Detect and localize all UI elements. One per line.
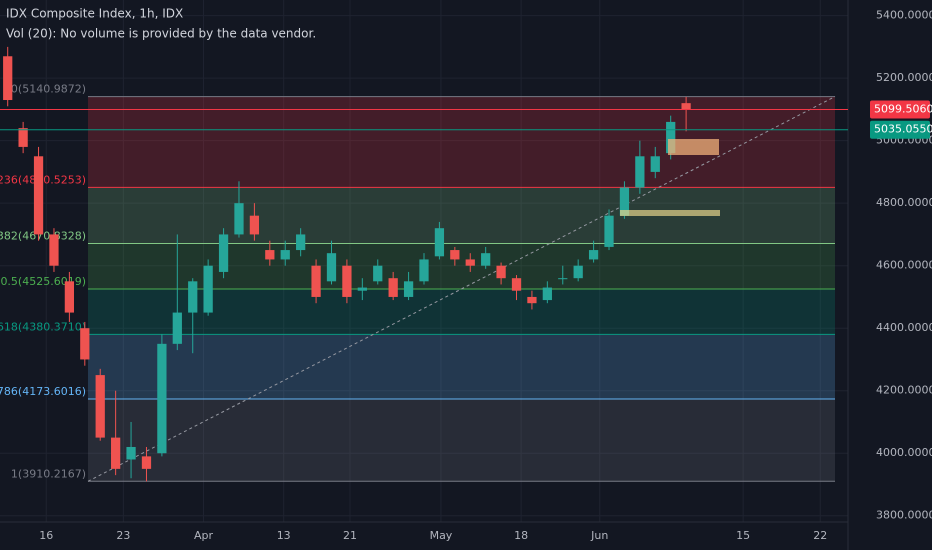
fib-zone	[88, 398, 835, 482]
candle-body	[511, 278, 522, 291]
candle-body	[111, 437, 121, 469]
candle-body	[172, 312, 182, 344]
candle-body	[296, 234, 306, 251]
x-tick-label: Apr	[194, 529, 214, 542]
candle-body	[619, 187, 630, 216]
candle-body	[388, 278, 398, 297]
candle-body	[527, 296, 537, 304]
candle-body	[49, 234, 59, 266]
candle-body	[450, 250, 460, 260]
grid	[0, 0, 848, 522]
fib-label: 0(5140.9872)	[11, 83, 86, 96]
fib-label: 0.786(4173.6016)	[0, 385, 86, 398]
price-label: 5035.0550	[874, 123, 932, 136]
candle-body	[33, 156, 44, 235]
candle-body	[403, 281, 414, 297]
x-tick-label: 13	[277, 529, 291, 542]
fib-label: 0.382(4670.8328)	[0, 230, 86, 243]
y-tick-label: 4800.0000	[876, 196, 932, 209]
x-tick-label: 23	[116, 529, 130, 542]
fib-label: 0.5(4525.6019)	[0, 275, 86, 288]
candle-body	[635, 156, 645, 188]
chart-title: IDX Composite Index, 1h, IDX	[6, 7, 183, 21]
fib-zone	[88, 243, 835, 289]
candle-body	[311, 265, 321, 297]
candle-body	[542, 287, 552, 301]
fib-zone	[88, 288, 835, 335]
candle-body	[203, 265, 213, 313]
candle-body	[126, 446, 136, 460]
fib-zone	[88, 187, 835, 244]
x-tick-label: 21	[343, 529, 357, 542]
candle-body	[604, 215, 614, 247]
candles	[3, 46, 691, 482]
fib-trend-line	[87, 96, 836, 482]
y-tick-label: 3800.0000	[876, 509, 932, 522]
fib-zone	[88, 334, 835, 399]
candle-body	[342, 265, 352, 297]
x-tick-label: Jun	[590, 529, 608, 542]
candle-body	[280, 250, 290, 260]
x-tick-label: 22	[813, 529, 827, 542]
candle-body	[465, 259, 475, 266]
candle-body	[666, 121, 676, 154]
candle-body	[95, 375, 105, 438]
candle-body	[588, 250, 599, 260]
chart-subtitle: Vol (20): No volume is provided by the d…	[6, 27, 316, 41]
highlight-box	[620, 210, 720, 216]
y-tick-label: 4400.0000	[876, 321, 932, 334]
y-tick-label: 5200.0000	[876, 71, 932, 84]
y-tick-label: 4000.0000	[876, 446, 932, 459]
candle-body	[249, 215, 260, 235]
candle-body	[326, 253, 337, 282]
fib-zone	[88, 96, 835, 188]
candle-body	[218, 234, 229, 272]
candle-body	[157, 343, 167, 454]
candle-body	[188, 281, 198, 313]
candle-body	[373, 265, 383, 282]
candle-body	[141, 456, 152, 469]
x-tick-label: May	[430, 529, 453, 542]
candle-body	[573, 265, 583, 279]
candle-body	[434, 228, 445, 257]
candle-body	[80, 328, 90, 360]
candle-body	[265, 250, 275, 260]
candle-body	[681, 103, 691, 110]
candle-body	[650, 156, 660, 172]
candle-body	[357, 287, 367, 291]
y-tick-label: 4200.0000	[876, 384, 932, 397]
fib-label: 0.618(4380.3710)	[0, 320, 86, 333]
candle-body	[496, 265, 506, 279]
x-tick-label: 16	[39, 529, 53, 542]
candle-body	[481, 253, 491, 266]
fib-label: 1(3910.2167)	[11, 467, 86, 480]
x-tick-label: 15	[736, 529, 750, 542]
candle-body	[419, 259, 429, 282]
y-tick-label: 5400.0000	[876, 9, 932, 22]
candle-body	[18, 128, 28, 147]
candle-body	[3, 56, 13, 101]
candle-body	[64, 281, 75, 313]
candle-body	[558, 278, 568, 280]
highlight-box	[668, 139, 719, 155]
candle-body	[234, 203, 244, 235]
price-label-bg	[870, 100, 930, 119]
y-tick-label: 4600.0000	[876, 259, 932, 272]
x-tick-label: 18	[514, 529, 528, 542]
price-label-bg	[870, 120, 930, 139]
price-label: 5099.5060	[874, 103, 932, 116]
